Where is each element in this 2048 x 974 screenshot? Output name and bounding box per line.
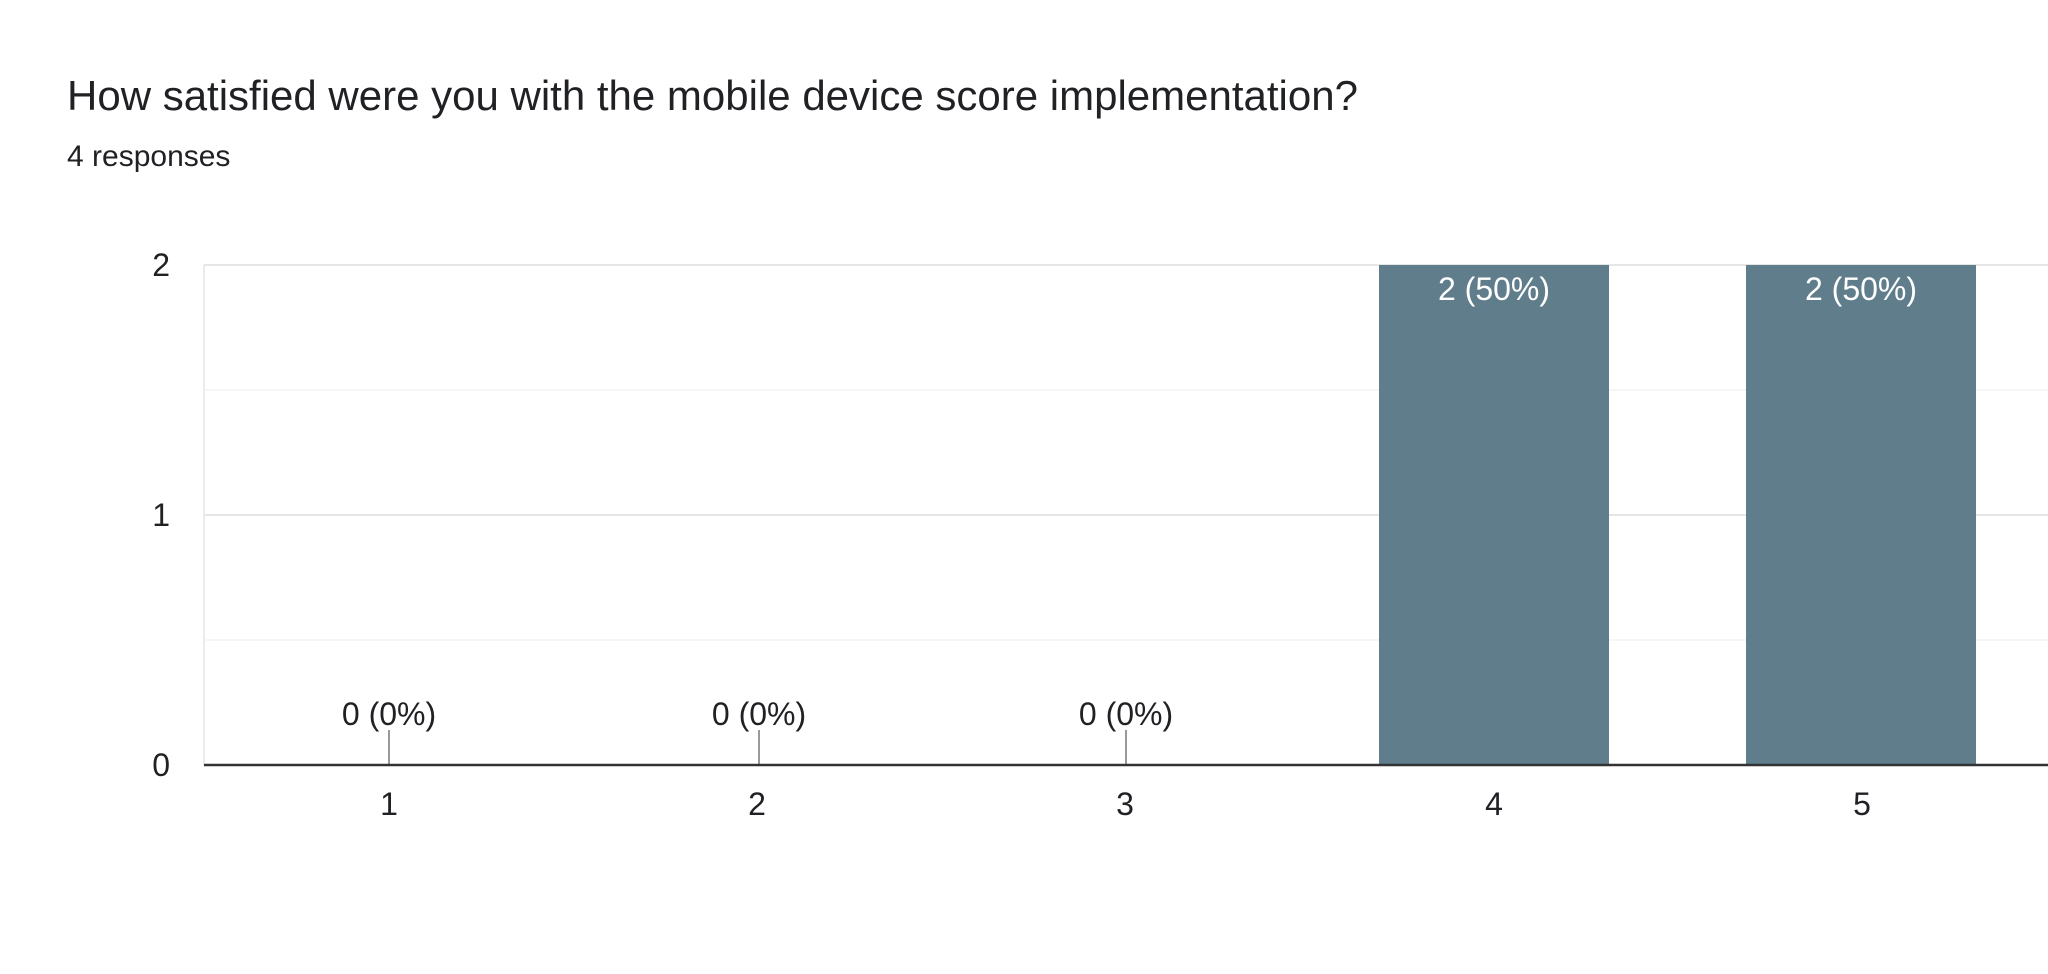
bar	[1379, 265, 1609, 765]
bar	[1746, 265, 1976, 765]
y-tick-label: 0	[152, 747, 170, 783]
data-labels: 0 (0%) 0 (0%) 0 (0%) 2 (50%) 2 (50%)	[342, 271, 1917, 732]
data-label: 0 (0%)	[712, 696, 806, 732]
response-count: 4 responses	[67, 140, 231, 173]
question-title: How satisfied were you with the mobile d…	[67, 72, 1358, 119]
x-tick-label: 2	[748, 786, 766, 822]
gridlines	[203, 264, 2048, 765]
data-label: 2 (50%)	[1438, 271, 1550, 307]
x-tick-label: 3	[1116, 786, 1134, 822]
x-tick-label: 5	[1853, 786, 1871, 822]
y-tick-label: 1	[152, 497, 170, 533]
y-tick-label: 2	[152, 247, 170, 283]
x-tick-label: 4	[1485, 786, 1503, 822]
bars	[388, 265, 1976, 765]
y-axis-ticks: 0 1 2	[152, 247, 170, 783]
data-label: 2 (50%)	[1805, 271, 1917, 307]
data-label: 0 (0%)	[1079, 696, 1173, 732]
data-label: 0 (0%)	[342, 696, 436, 732]
x-tick-label: 1	[380, 786, 398, 822]
x-axis-ticks: 1 2 3 4 5	[380, 786, 1871, 822]
